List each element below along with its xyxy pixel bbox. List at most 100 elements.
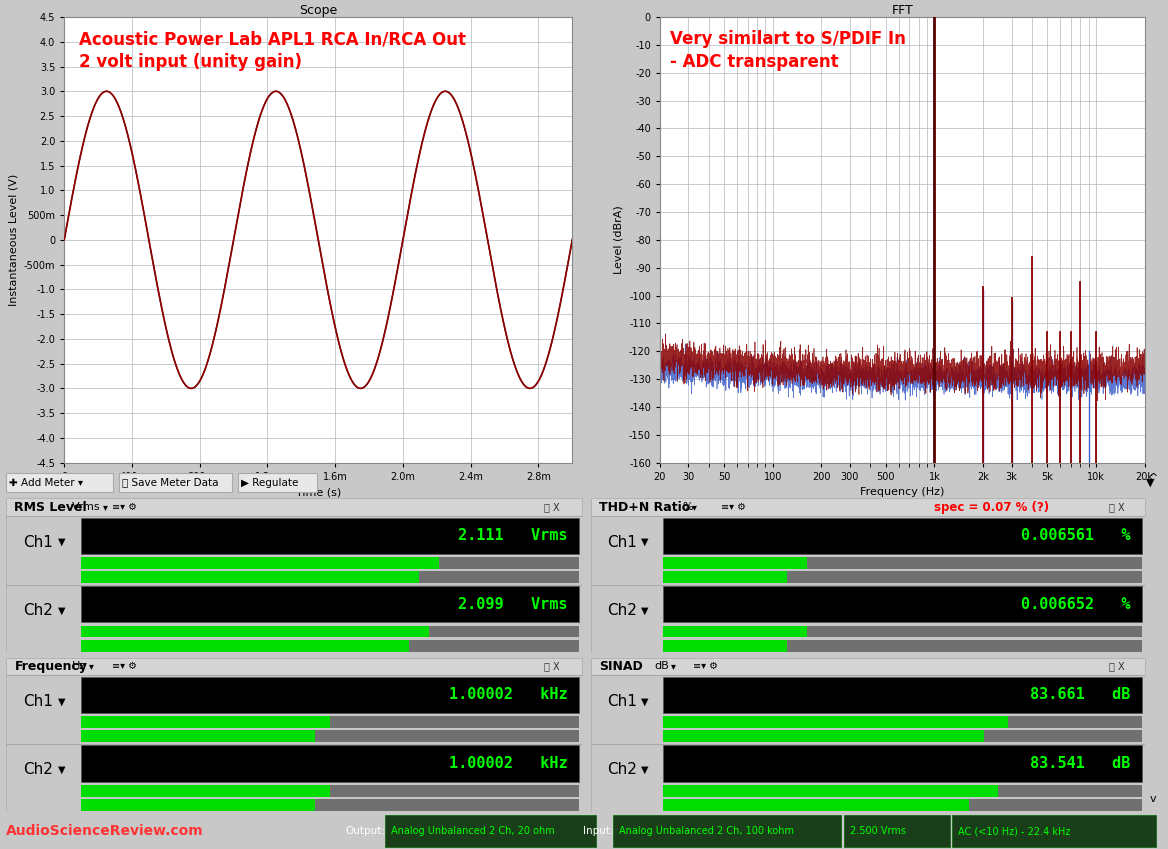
Text: ⤢ X: ⤢ X bbox=[544, 503, 559, 512]
Text: Output:: Output: bbox=[346, 826, 385, 836]
Text: Ch2: Ch2 bbox=[23, 604, 53, 618]
Text: Frequency: Frequency bbox=[14, 660, 88, 673]
Bar bbox=[119, 474, 232, 492]
Text: 0.006561   %: 0.006561 % bbox=[1021, 528, 1131, 543]
Bar bbox=[81, 730, 315, 742]
Bar bbox=[410, 640, 579, 652]
Bar bbox=[81, 717, 329, 728]
Bar bbox=[6, 657, 582, 675]
Text: ≡▾ ⚙: ≡▾ ⚙ bbox=[694, 661, 718, 672]
Text: ▼: ▼ bbox=[641, 696, 648, 706]
Bar bbox=[591, 675, 1145, 744]
Bar bbox=[81, 571, 419, 583]
Bar bbox=[663, 745, 1142, 782]
Bar bbox=[591, 498, 1145, 516]
Bar bbox=[952, 815, 1156, 847]
Bar bbox=[6, 675, 582, 744]
Bar bbox=[6, 744, 582, 812]
Text: Hz: Hz bbox=[72, 661, 86, 672]
Text: v: v bbox=[1150, 795, 1156, 805]
X-axis label: Time (s): Time (s) bbox=[296, 487, 341, 498]
Text: AC (<10 Hz) - 22.4 kHz: AC (<10 Hz) - 22.4 kHz bbox=[958, 826, 1070, 836]
Bar bbox=[787, 640, 1142, 652]
Text: 0.006652   %: 0.006652 % bbox=[1021, 597, 1131, 612]
Text: dB: dB bbox=[655, 661, 669, 672]
Text: ⤢ X: ⤢ X bbox=[1108, 503, 1125, 512]
Bar bbox=[663, 677, 1142, 713]
Bar bbox=[81, 640, 410, 652]
Text: Ch2: Ch2 bbox=[607, 762, 638, 778]
Text: ^: ^ bbox=[1148, 473, 1159, 483]
Bar bbox=[969, 799, 1142, 811]
Text: %: % bbox=[682, 503, 693, 512]
Text: Input:: Input: bbox=[583, 826, 613, 836]
Text: ⤢ X: ⤢ X bbox=[544, 661, 559, 672]
Bar bbox=[663, 799, 969, 811]
Text: RMS Level: RMS Level bbox=[14, 501, 88, 514]
Bar bbox=[329, 784, 579, 796]
Text: 2.111   Vrms: 2.111 Vrms bbox=[458, 528, 568, 543]
Bar bbox=[419, 571, 579, 583]
Bar bbox=[81, 784, 329, 796]
Bar bbox=[315, 799, 579, 811]
Y-axis label: Instantaneous Level (V): Instantaneous Level (V) bbox=[8, 174, 19, 306]
Text: ≡▾ ⚙: ≡▾ ⚙ bbox=[112, 661, 138, 672]
Bar bbox=[81, 518, 579, 554]
Text: ▼: ▼ bbox=[57, 606, 65, 616]
Bar bbox=[81, 799, 315, 811]
Bar bbox=[591, 657, 1145, 675]
Bar bbox=[6, 516, 582, 585]
Text: SINAD: SINAD bbox=[599, 660, 644, 673]
Bar bbox=[81, 557, 439, 569]
Bar bbox=[1008, 717, 1142, 728]
Text: Ch1: Ch1 bbox=[607, 694, 638, 709]
Text: AudioScienceReview.com: AudioScienceReview.com bbox=[6, 824, 203, 838]
Text: Ch2: Ch2 bbox=[607, 604, 638, 618]
Text: spec = 0.07 % (?): spec = 0.07 % (?) bbox=[934, 501, 1049, 514]
Text: ▼: ▼ bbox=[57, 765, 65, 775]
Bar bbox=[663, 717, 1008, 728]
Bar bbox=[663, 784, 999, 796]
Text: THD+N Ratio: THD+N Ratio bbox=[599, 501, 690, 514]
Text: 2.500 Vrms: 2.500 Vrms bbox=[850, 826, 906, 836]
Bar bbox=[844, 815, 950, 847]
Bar bbox=[439, 557, 579, 569]
Bar bbox=[663, 557, 807, 569]
Bar bbox=[663, 626, 807, 638]
Text: ...: ... bbox=[580, 461, 588, 469]
Text: ≡▾ ⚙: ≡▾ ⚙ bbox=[721, 503, 746, 512]
Title: FFT: FFT bbox=[891, 4, 913, 17]
Text: Ch1: Ch1 bbox=[607, 535, 638, 550]
Text: ≡▾ ⚙: ≡▾ ⚙ bbox=[112, 503, 138, 512]
Bar bbox=[81, 626, 430, 638]
Text: ▼: ▼ bbox=[641, 765, 648, 775]
Text: 83.661   dB: 83.661 dB bbox=[1030, 688, 1131, 702]
Text: 83.541   dB: 83.541 dB bbox=[1030, 756, 1131, 771]
X-axis label: Frequency (Hz): Frequency (Hz) bbox=[860, 487, 945, 498]
Text: Analog Unbalanced 2 Ch, 100 kohm: Analog Unbalanced 2 Ch, 100 kohm bbox=[619, 826, 794, 836]
Text: 1.00002   kHz: 1.00002 kHz bbox=[449, 756, 568, 771]
Text: 1.00002   kHz: 1.00002 kHz bbox=[449, 688, 568, 702]
Text: ✚ Add Meter ▾: ✚ Add Meter ▾ bbox=[9, 478, 83, 487]
Title: Scope: Scope bbox=[299, 4, 338, 17]
Bar bbox=[999, 784, 1142, 796]
Bar bbox=[663, 730, 983, 742]
Text: ▼: ▼ bbox=[641, 537, 648, 548]
Text: Ch1: Ch1 bbox=[23, 694, 53, 709]
Text: Ch1: Ch1 bbox=[23, 535, 53, 550]
Text: 2.099   Vrms: 2.099 Vrms bbox=[458, 597, 568, 612]
Text: ▼: ▼ bbox=[641, 606, 648, 616]
Bar bbox=[663, 518, 1142, 554]
Bar bbox=[329, 717, 579, 728]
Bar bbox=[385, 815, 596, 847]
Text: Ch2: Ch2 bbox=[23, 762, 53, 778]
Bar bbox=[807, 626, 1142, 638]
Bar bbox=[807, 557, 1142, 569]
Bar bbox=[591, 744, 1145, 812]
Bar bbox=[238, 474, 318, 492]
Text: Analog Unbalanced 2 Ch, 20 ohm: Analog Unbalanced 2 Ch, 20 ohm bbox=[391, 826, 555, 836]
Bar bbox=[6, 498, 582, 516]
Text: ▾: ▾ bbox=[691, 503, 696, 512]
Text: Very similart to S/PDIF In
- ADC transparent: Very similart to S/PDIF In - ADC transpa… bbox=[669, 31, 905, 70]
Bar bbox=[430, 626, 579, 638]
